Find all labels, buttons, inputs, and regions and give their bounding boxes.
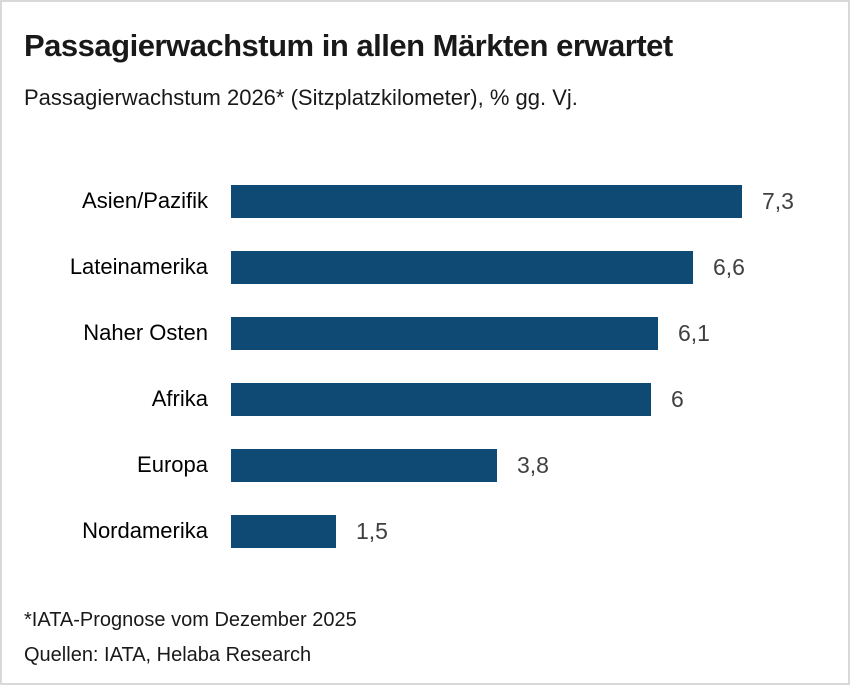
chart-title: Passagierwachstum in allen Märkten erwar… xyxy=(24,28,673,63)
value-label: 6,6 xyxy=(713,253,745,280)
source-line: Quellen: IATA, Helaba Research xyxy=(24,644,312,666)
value-label: 6 xyxy=(671,385,684,412)
category-label: Asien/Pazifik xyxy=(82,188,208,213)
chart-row: Lateinamerika 6,6 xyxy=(2,234,848,300)
value-label: 7,3 xyxy=(762,187,794,214)
chart-row: Europa 3,8 xyxy=(2,432,848,498)
chart-footer: *IATA-Prognose vom Dezember 2025 Quellen… xyxy=(24,603,357,673)
bar xyxy=(231,382,651,416)
category-label: Afrika xyxy=(151,386,208,411)
category-label: Naher Osten xyxy=(83,320,208,345)
value-label: 3,8 xyxy=(517,451,549,478)
chart-row: Asien/Pazifik 7,3 xyxy=(2,168,848,234)
bar-chart-area: Asien/Pazifik 7,3 Lateinamerika 6,6 Naher Os… xyxy=(2,168,848,564)
bar xyxy=(231,448,497,482)
value-label: 6,1 xyxy=(678,319,710,346)
category-label: Lateinamerika xyxy=(69,254,208,279)
chart-row: Naher Osten 6,1 xyxy=(2,300,848,366)
bar xyxy=(231,514,336,548)
bar xyxy=(231,316,658,350)
chart-row: Nordamerika 1,5 xyxy=(2,498,848,564)
footnote: *IATA-Prognose vom Dezember 2025 xyxy=(24,609,357,631)
bar xyxy=(231,250,693,284)
chart-subtitle: Passagierwachstum 2026* (Sitzplatzkilome… xyxy=(24,85,578,110)
chart-row: Afrika 6 xyxy=(2,366,848,432)
bar xyxy=(231,184,742,218)
category-label: Nordamerika xyxy=(82,518,208,543)
value-label: 1,5 xyxy=(356,517,388,544)
category-label: Europa xyxy=(137,452,208,477)
